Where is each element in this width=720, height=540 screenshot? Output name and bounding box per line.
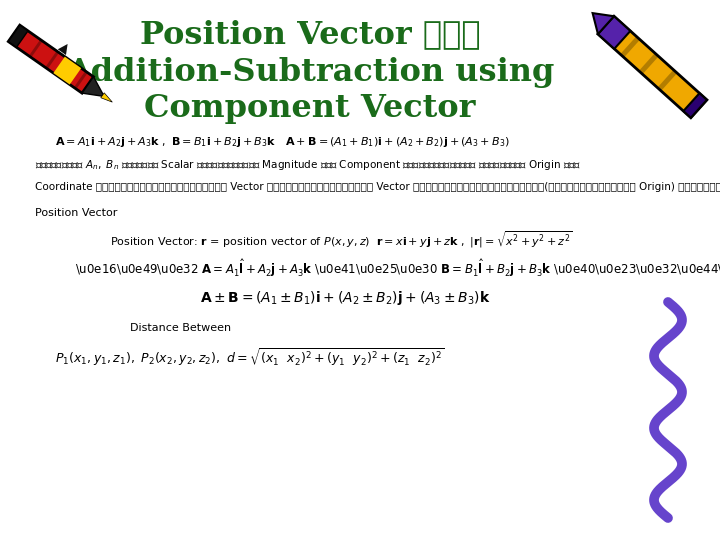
Text: $\mathbf{A} = A_1\mathbf{i} + A_2\mathbf{j} + A_3\mathbf{k}\ ,\ \mathbf{B} = B_1: $\mathbf{A} = A_1\mathbf{i} + A_2\mathbf…: [55, 135, 510, 149]
Polygon shape: [683, 93, 707, 118]
Polygon shape: [53, 57, 81, 85]
Text: Position Vector และ: Position Vector และ: [140, 19, 480, 51]
Text: \u0e16\u0e49\u0e32 $\mathbf{A} = A_1\hat{\mathbf{l}} + A_2\mathbf{j} + A_3\mathb: \u0e16\u0e49\u0e32 $\mathbf{A} = A_1\hat…: [75, 257, 720, 279]
Text: Component Vector: Component Vector: [144, 93, 476, 125]
Polygon shape: [620, 36, 640, 57]
Polygon shape: [593, 13, 614, 34]
Polygon shape: [657, 70, 678, 91]
Polygon shape: [74, 71, 88, 89]
Text: Addition-Subtraction using: Addition-Subtraction using: [66, 57, 554, 87]
Polygon shape: [598, 16, 707, 118]
Polygon shape: [9, 25, 28, 47]
Polygon shape: [639, 53, 659, 74]
Polygon shape: [45, 51, 59, 69]
Text: Position Vector: Position Vector: [35, 208, 117, 218]
Polygon shape: [598, 16, 630, 49]
Polygon shape: [101, 93, 112, 102]
Polygon shape: [82, 77, 104, 97]
Text: $\mathbf{A} \pm \mathbf{B} = (A_1 \pm B_1)\mathbf{i} + (A_2 \pm B_2)\mathbf{j} +: $\mathbf{A} \pm \mathbf{B} = (A_1 \pm B_…: [200, 289, 490, 307]
Text: Distance Between: Distance Between: [130, 323, 231, 333]
Text: Position Vector: $\mathbf{r}$ = position vector of $P(x,y,z)$  $\mathbf{r} = x\m: Position Vector: $\mathbf{r}$ = position…: [110, 230, 573, 251]
Text: Coordinate อยู่ที่จุดเริ่มต้นของ Vector ในกรณีนี้เราเรียก Vector ที่เริ่มจากจุดต: Coordinate อยู่ที่จุดเริ่มต้นของ Vector …: [35, 182, 720, 192]
Text: $P_1(x_1, y_1, z_1),\ P_2(x_2, y_2, z_2),\ d = \sqrt{(x_1\ \ x_2)^2 + (y_1\ \ y_: $P_1(x_1, y_1, z_1),\ P_2(x_2, y_2, z_2)…: [55, 347, 445, 369]
Polygon shape: [29, 39, 42, 58]
Polygon shape: [9, 25, 94, 93]
Polygon shape: [58, 44, 68, 55]
Text: สังเกตว่า $A_n,\ B_n$ เป็นค่า Scalar กล่าวคือเป็น Magnitude ของ Component สำหรับ: สังเกตว่า $A_n,\ B_n$ เป็นค่า Scalar กล่…: [35, 158, 581, 172]
